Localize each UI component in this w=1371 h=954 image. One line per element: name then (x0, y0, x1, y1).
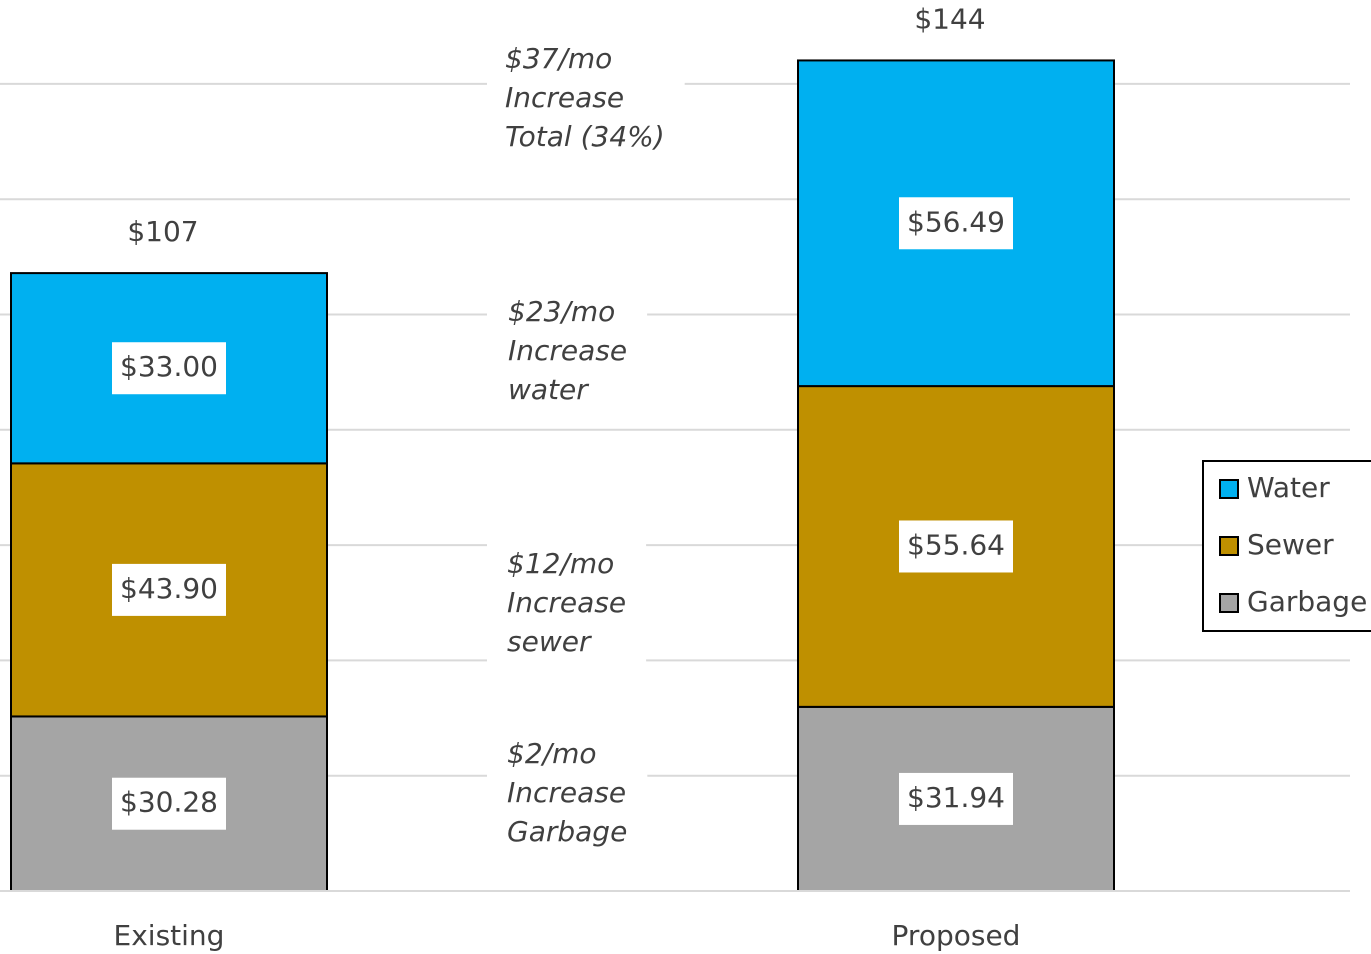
value-label-box (899, 197, 1013, 250)
value-label-box (112, 777, 226, 830)
total-label: $107 (127, 215, 198, 248)
annotation-background (487, 35, 685, 163)
annotation-line: Garbage (507, 815, 627, 848)
annotation: $23/mo Increase water (487, 288, 648, 416)
value-label-box (899, 520, 1013, 573)
value-label: $43.90 (120, 572, 218, 605)
annotation-line: Increase (507, 586, 626, 619)
value-label: $56.49 (907, 205, 1005, 238)
value-label: $33.00 (120, 350, 218, 383)
legend-swatch (1219, 536, 1239, 556)
value-label-box (899, 772, 1013, 825)
value-label-box (112, 342, 226, 395)
legend-label: Water (1247, 471, 1330, 504)
annotation-line: Total (34%) (505, 120, 665, 153)
annotation: $37/mo Increase Total (34%) (487, 35, 685, 163)
value-label: $31.94 (907, 781, 1005, 814)
annotation-background (487, 540, 647, 668)
legend-label: Garbage (1247, 585, 1367, 618)
legend-swatch (1219, 593, 1239, 613)
annotation-line: water (508, 373, 589, 406)
total-label: $144 (914, 2, 985, 35)
value-label-box (112, 563, 226, 616)
annotation-line: Increase (507, 776, 626, 809)
value-label: $55.64 (907, 528, 1005, 561)
annotation: $2/mo Increase Garbage (487, 730, 648, 858)
annotation-line: Increase (505, 81, 624, 114)
annotation-background (487, 730, 648, 858)
legend: Water Sewer Garbage (1202, 460, 1371, 632)
annotation-line: $12/mo (507, 547, 614, 580)
legend-swatch (1219, 479, 1239, 499)
annotation-line: $2/mo (507, 737, 596, 770)
annotation-line: Increase (508, 334, 627, 367)
annotation: $12/mo Increase sewer (487, 540, 647, 668)
annotation-line: $37/mo (505, 42, 612, 75)
annotation-line: sewer (507, 625, 592, 658)
x-tick-label: Existing (114, 919, 225, 952)
x-tick-label: Proposed (892, 919, 1021, 952)
value-label: $30.28 (120, 786, 218, 819)
legend-label: Sewer (1247, 528, 1334, 561)
annotation-line: $23/mo (508, 295, 615, 328)
annotation-background (487, 288, 648, 416)
